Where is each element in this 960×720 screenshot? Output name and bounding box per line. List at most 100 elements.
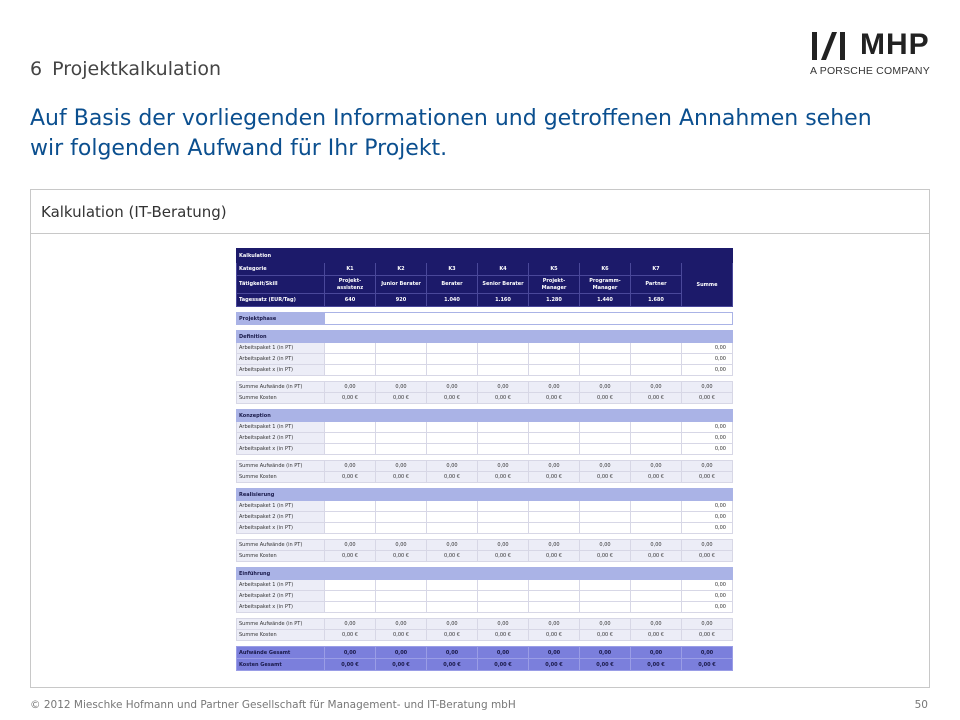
input-cell [426,601,478,613]
skill-label: Tätigkeit/Skill [236,275,325,294]
aufwand-cell: 0,00 [477,618,529,630]
aufwand-cell: 0,00 [426,381,478,393]
input-cell [324,590,376,602]
logo-brand: MHP [860,28,930,61]
input-cell [426,500,478,512]
kosten-cell: 0,00 € [579,629,631,641]
input-cell [579,432,631,444]
gap-row [236,403,733,410]
tagessatz-cell: 920 [375,293,427,307]
input-cell [579,511,631,523]
kosten-cell: 0,00 € [477,392,529,404]
gap-row [236,640,733,647]
row-sum: 0,00 [681,522,733,534]
tagessatz-cell: 1.280 [528,293,580,307]
projektphase-label: Projektphase [236,312,325,325]
input-cell [528,342,580,354]
input-cell [324,500,376,512]
skill-cell: Berater [426,275,478,294]
input-cell [630,342,682,354]
row-sum: 0,00 [681,364,733,376]
arbeitspaket-label: Arbeitspaket 2 (in PT) [236,432,325,444]
aufwand-sum-row: Summe Aufwände (in PT) 0,00 0,00 0,00 0,00 0,… [236,381,733,393]
input-cell [375,601,427,613]
input-cell [324,522,376,534]
kosten-cell: 0,00 € [579,550,631,562]
phase-name: Definition [236,330,733,343]
aufwand-cell: 0,00 [426,618,478,630]
kosten-sum-row: Summe Kosten 0,00 €0,00 €0,00 €0,00 €0,00… [236,392,733,404]
input-cell [375,522,427,534]
gap-row [236,561,733,568]
input-cell [375,432,427,444]
arbeitspaket-label: Arbeitspaket 2 (in PT) [236,353,325,365]
phase-name: Realisierung [236,488,733,501]
phase-header-row: Einführung [236,567,733,580]
input-cell [630,522,682,534]
input-cell [477,500,529,512]
arbeitspaket-label: Arbeitspaket 1 (in PT) [236,342,325,354]
phase-header-row: Konzeption [236,409,733,422]
kategorie-cell: K6 [579,262,631,276]
input-cell [579,500,631,512]
input-cell [528,500,580,512]
kategorie-label: Kategorie [236,262,325,276]
row-sum: 0,00 [681,590,733,602]
row-sum: 0,00 [681,601,733,613]
skill-cell: Senior Berater [477,275,529,294]
kosten-gesamt-cell: 0,00 € [681,658,733,671]
aufwand-cell: 0,00 [681,460,733,472]
aufwand-cell: 0,00 [630,618,682,630]
kosten-cell: 0,00 € [681,629,733,641]
tagessatz-cell: 1.440 [579,293,631,307]
kategorie-cell: K4 [477,262,529,276]
row-sum: 0,00 [681,421,733,433]
kosten-cell: 0,00 € [528,550,580,562]
input-cell [426,511,478,523]
aufwaende-gesamt-cell: 0,00 [579,646,631,659]
panel-title: Kalkulation (IT-Beratung) [41,203,227,221]
row-sum: 0,00 [681,432,733,444]
kosten-cell: 0,00 € [630,471,682,483]
aufwaende-gesamt-cell: 0,00 [375,646,427,659]
aufwand-cell: 0,00 [579,460,631,472]
arbeitspaket-label: Arbeitspaket 1 (in PT) [236,500,325,512]
kosten-cell: 0,00 € [426,392,478,404]
kategorie-cell: K1 [324,262,376,276]
chapter-heading: 6 Projektkalkulation [30,58,221,80]
kosten-cell: 0,00 € [630,550,682,562]
skill-cell: Projekt-assistenz [324,275,376,294]
kosten-gesamt-cell: 0,00 € [375,658,427,671]
gap-row [236,306,733,313]
kosten-gesamt-cell: 0,00 € [630,658,682,671]
phase-header-row: Definition [236,330,733,343]
aufwand-cell: 0,00 [324,381,376,393]
aufwand-cell: 0,00 [426,539,478,551]
skill-row: Tätigkeit/Skill Projekt-assistenz Junior B… [236,275,733,294]
page-number: 50 [914,699,928,711]
input-cell [324,353,376,365]
row-sum: 0,00 [681,342,733,354]
input-cell [528,443,580,455]
projektphase-row: Projektphase [236,312,733,325]
input-cell [579,601,631,613]
logo-subtitle: A PORSCHE COMPANY [810,65,930,77]
aufwaende-gesamt-label: Aufwände Gesamt [236,646,325,659]
row-sum: 0,00 [681,443,733,455]
input-cell [375,590,427,602]
panel-header: Kalkulation (IT-Beratung) [31,190,929,234]
kosten-sum-row: Summe Kosten 0,00 €0,00 €0,00 €0,00 €0,00… [236,629,733,641]
input-cell [426,421,478,433]
sheet-title: Kalkulation [236,248,733,263]
input-cell [477,342,529,354]
aufwand-cell: 0,00 [630,539,682,551]
input-cell [630,511,682,523]
phase-name: Konzeption [236,409,733,422]
kosten-label: Summe Kosten [236,392,325,404]
input-cell [630,590,682,602]
kosten-sum-row: Summe Kosten 0,00 €0,00 €0,00 €0,00 €0,00… [236,550,733,562]
input-cell [579,443,631,455]
table-row: Arbeitspaket x (in PT) 0,00 [236,443,733,455]
aufwand-cell: 0,00 [681,539,733,551]
table-row: Arbeitspaket 2 (in PT) 0,00 [236,353,733,365]
